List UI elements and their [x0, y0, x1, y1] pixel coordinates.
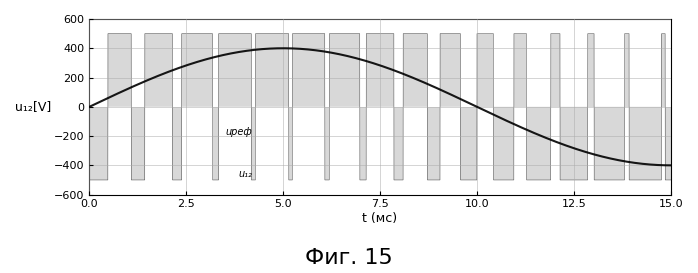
Text: uреф: uреф — [225, 127, 252, 136]
Y-axis label: u₁₂[V]: u₁₂[V] — [15, 100, 51, 113]
Text: Фиг. 15: Фиг. 15 — [305, 248, 393, 268]
X-axis label: t (мс): t (мс) — [362, 212, 398, 225]
Text: u₁₂: u₁₂ — [239, 169, 253, 179]
